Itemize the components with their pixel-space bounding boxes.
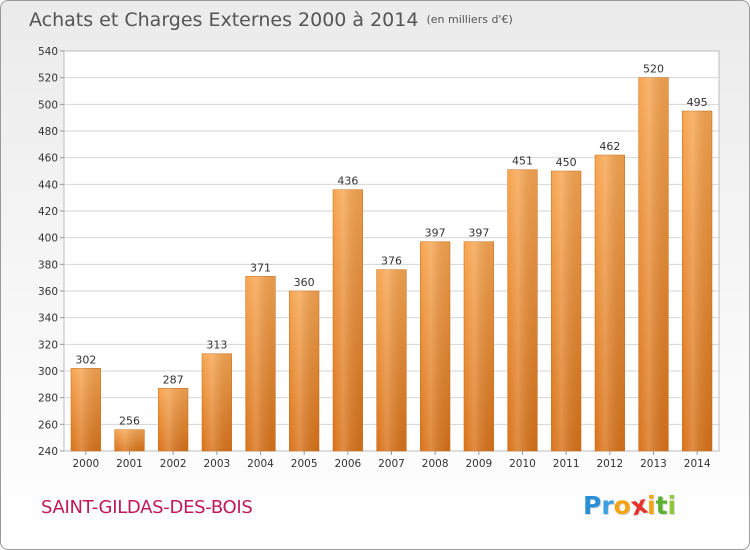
commune-name: SAINT-GILDAS-DES-BOIS	[41, 497, 253, 518]
data-labels: 302 256 287 313 371 360 436 376 397 397 451 450 462 5…	[75, 63, 707, 428]
chart-title-text: Achats et Charges Externes 2000 à 2014	[29, 9, 419, 31]
bar-shine	[289, 291, 320, 451]
data-label-2014: 495	[687, 96, 708, 109]
bar-shine	[507, 169, 538, 451]
data-label-2008: 397	[425, 227, 446, 240]
data-label-2013: 520	[643, 63, 664, 76]
data-label-2011: 450	[556, 156, 577, 169]
x-tick-label-2011: 2011	[553, 458, 580, 470]
x-tick-label-2006: 2006	[334, 458, 361, 470]
y-tick-label: 300	[38, 366, 58, 378]
x-tick-label-2014: 2014	[684, 458, 711, 470]
data-label-2012: 462	[599, 140, 620, 153]
bar-shine	[70, 368, 101, 451]
x-tick-label-2007: 2007	[378, 458, 405, 470]
x-tick-label-2013: 2013	[640, 458, 667, 470]
bars	[70, 77, 713, 452]
logo-letter: r	[601, 491, 614, 520]
y-tick-label: 400	[38, 233, 58, 245]
x-axis-ticks: 2000 2001 2002 2003 2004 2005 2006 2007 2008 2009…	[72, 451, 711, 470]
x-tick-label-2008: 2008	[422, 458, 449, 470]
bar-shine	[420, 241, 451, 451]
logo-letter: t	[655, 491, 668, 520]
y-tick-label: 460	[38, 153, 58, 165]
data-label-2006: 436	[337, 175, 358, 188]
y-tick-label: 420	[38, 206, 58, 218]
logo-letter: P	[583, 491, 602, 520]
chart-title: Achats et Charges Externes 2000 à 2014 (e…	[29, 9, 513, 31]
bar-shine	[114, 429, 145, 451]
bar-shine	[376, 269, 407, 451]
y-tick-label: 440	[38, 179, 58, 191]
bar-shine	[594, 155, 625, 451]
y-tick-label: 340	[38, 313, 58, 325]
data-label-2000: 302	[75, 353, 96, 366]
x-tick-label-2005: 2005	[291, 458, 318, 470]
y-tick-label: 500	[38, 99, 58, 111]
bar-shine	[332, 189, 363, 451]
data-label-2001: 256	[119, 415, 140, 428]
bar-shine	[682, 111, 713, 451]
x-tick-label-2012: 2012	[596, 458, 623, 470]
logo-letter: i	[647, 491, 656, 520]
x-tick-label-2009: 2009	[465, 458, 492, 470]
y-tick-label: 540	[38, 46, 58, 58]
proxiti-logo[interactable]: Proxiti	[583, 490, 677, 522]
chart-unit: (en milliers d'€)	[426, 13, 513, 26]
y-tick-label: 520	[38, 73, 58, 85]
y-tick-label: 280	[38, 393, 58, 405]
data-label-2004: 371	[250, 261, 271, 274]
y-tick-label: 360	[38, 286, 58, 298]
x-tick-label-2010: 2010	[509, 458, 536, 470]
data-label-2003: 313	[206, 339, 227, 352]
data-label-2002: 287	[163, 373, 184, 386]
y-tick-label: 260	[38, 419, 58, 431]
data-label-2005: 360	[294, 276, 315, 289]
data-label-2007: 376	[381, 255, 402, 268]
y-tick-label: 320	[38, 339, 58, 351]
y-tick-label: 480	[38, 126, 58, 138]
bar-shine	[638, 77, 669, 452]
x-tick-label-2001: 2001	[116, 458, 143, 470]
bar-shine	[201, 353, 232, 451]
logo-letter: i	[667, 491, 677, 520]
y-axis-ticks: 240 260 280 300 320 340 360 380 400 420 440 460 480 5…	[38, 46, 64, 458]
y-tick-label: 380	[38, 259, 58, 271]
bar-shine	[158, 388, 189, 451]
logo-letter: o	[613, 491, 631, 520]
x-tick-label-2002: 2002	[160, 458, 187, 470]
x-tick-label-2004: 2004	[247, 458, 274, 470]
x-tick-label-2003: 2003	[203, 458, 230, 470]
y-tick-label: 240	[38, 446, 58, 458]
data-label-2009: 397	[468, 227, 489, 240]
bar-shine	[551, 171, 582, 451]
bar-shine	[245, 276, 276, 451]
x-tick-label-2000: 2000	[72, 458, 99, 470]
bar-shine	[463, 241, 494, 451]
data-label-2010: 451	[512, 155, 533, 168]
